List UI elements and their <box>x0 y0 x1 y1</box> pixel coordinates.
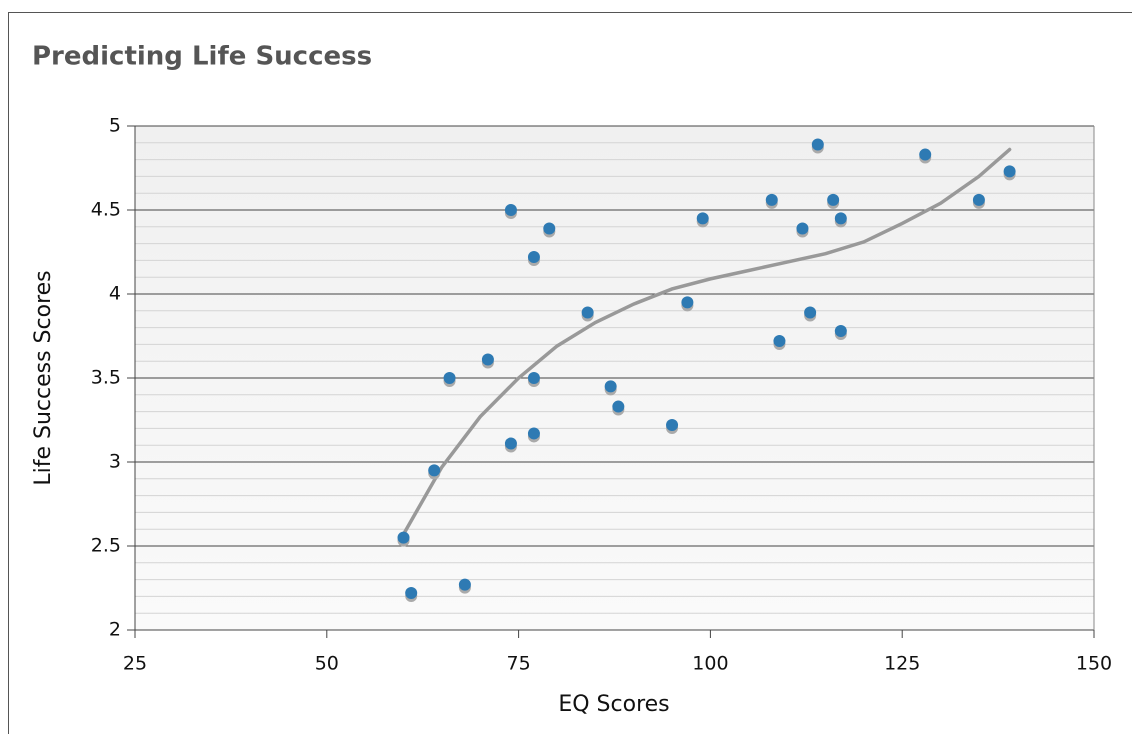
point <box>612 401 624 413</box>
point <box>605 380 617 392</box>
point <box>528 372 540 384</box>
point <box>666 419 678 431</box>
point <box>1004 165 1016 177</box>
point <box>505 204 517 216</box>
x-tick-label: 75 <box>507 653 531 675</box>
point <box>482 354 494 366</box>
point <box>835 325 847 337</box>
x-tick-label: 150 <box>1076 653 1112 675</box>
point <box>405 587 417 599</box>
y-tick-label: 2 <box>109 619 121 641</box>
point <box>543 222 555 234</box>
point <box>428 464 440 476</box>
point <box>835 212 847 224</box>
x-tick-label: 125 <box>884 653 920 675</box>
point <box>528 251 540 263</box>
point <box>505 438 517 450</box>
point <box>919 149 931 161</box>
point <box>582 306 594 318</box>
y-tick-label: 4 <box>109 283 121 305</box>
point <box>459 579 471 591</box>
point <box>827 194 839 206</box>
point <box>398 532 410 544</box>
x-tick-label: 100 <box>692 653 728 675</box>
point <box>444 372 456 384</box>
point <box>697 212 709 224</box>
y-axis-label: Life Success Scores <box>31 270 56 485</box>
y-tick-label: 3.5 <box>91 367 121 389</box>
point <box>528 427 540 439</box>
point <box>681 296 693 308</box>
y-tick-label: 5 <box>109 115 121 137</box>
y-tick-label: 2.5 <box>91 535 121 557</box>
point <box>766 194 778 206</box>
x-axis-label: EQ Scores <box>558 692 669 717</box>
point <box>973 194 985 206</box>
y-tick-label: 4.5 <box>91 199 121 221</box>
x-tick-label: 25 <box>123 653 147 675</box>
chart-title: Predicting Life Success <box>32 42 372 72</box>
point <box>812 138 824 150</box>
point <box>773 335 785 347</box>
x-tick-label: 50 <box>315 653 339 675</box>
point <box>796 222 808 234</box>
point <box>804 306 816 318</box>
y-tick-label: 3 <box>109 451 121 473</box>
